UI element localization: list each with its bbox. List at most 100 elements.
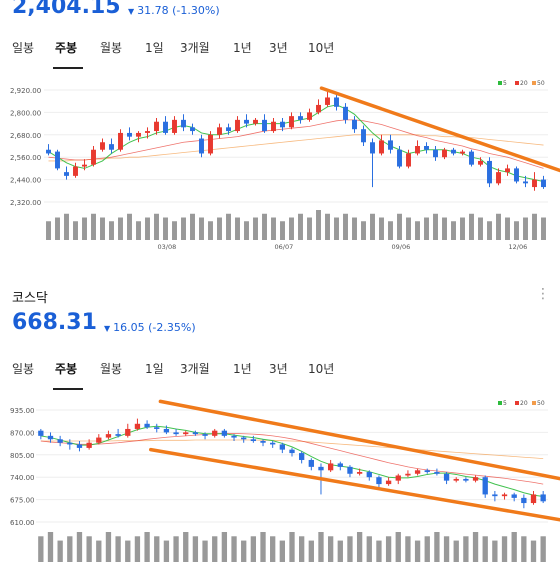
tab-weekly[interactable]: 주봉	[55, 359, 77, 385]
more-vertical-icon[interactable]: ⋮	[536, 286, 550, 302]
tab-1year[interactable]: 1년	[233, 38, 252, 64]
tab-1day[interactable]: 1일	[145, 359, 164, 385]
candle-body	[473, 477, 478, 480]
volume-bar	[367, 536, 372, 562]
volume-bar	[106, 532, 111, 562]
candle-body	[115, 434, 120, 436]
candle-body	[478, 161, 483, 165]
candle-body	[496, 172, 501, 183]
candle-body	[388, 140, 393, 149]
candle-body	[442, 150, 447, 157]
candle-body	[425, 470, 430, 472]
legend-swatch	[532, 401, 536, 405]
tab-3years[interactable]: 3년	[269, 359, 288, 385]
volume-bar	[334, 218, 339, 241]
candle-body	[352, 120, 357, 129]
tab-10years[interactable]: 10년	[308, 38, 334, 64]
volume-bar	[208, 221, 213, 240]
volume-bar	[473, 532, 478, 562]
volume-bar	[424, 218, 429, 241]
candle-body	[212, 431, 217, 436]
index-price: 668.31	[12, 310, 97, 335]
candle-body	[96, 438, 101, 443]
volume-bar	[388, 221, 393, 240]
volume-bar	[463, 536, 468, 562]
active-tab-underline	[53, 388, 83, 390]
change-value: 31.78 (-1.30%)	[137, 4, 219, 17]
candle-body	[451, 150, 456, 154]
candle-body	[361, 129, 366, 142]
candle-body	[434, 472, 439, 474]
tab-monthly[interactable]: 월봉	[100, 359, 122, 385]
index-change: ▼16.05 (-2.35%)	[104, 321, 196, 334]
candle-body	[541, 494, 546, 501]
volume-bar	[217, 218, 222, 241]
candle-body	[77, 444, 82, 447]
kospi-weekly-chart: 2,920.002,800.002,680.002,560.002,440.00…	[0, 78, 560, 268]
candle-body	[57, 439, 62, 442]
candle-body	[405, 474, 410, 476]
volume-bar	[244, 221, 249, 240]
volume-bar	[338, 541, 343, 562]
candle-body	[541, 180, 546, 187]
candle-body	[376, 477, 381, 484]
volume-bar	[67, 536, 72, 562]
index-price: 2,404.15	[12, 0, 121, 19]
tab-3years[interactable]: 3년	[269, 38, 288, 64]
active-tab-underline	[53, 67, 83, 69]
volume-bar	[46, 221, 51, 240]
legend-label-50: 50	[537, 80, 545, 87]
candle-body	[271, 122, 276, 131]
volume-bar	[183, 532, 188, 562]
tab-10years[interactable]: 10년	[308, 359, 334, 385]
volume-bar	[505, 218, 510, 241]
candle-body	[396, 475, 401, 480]
index-change: ▼31.78 (-1.30%)	[128, 4, 220, 17]
tab-3months[interactable]: 3개월	[180, 38, 210, 64]
candle-body	[370, 142, 375, 153]
candle-body	[48, 436, 53, 439]
candle-body	[492, 494, 497, 496]
candle-body	[512, 494, 517, 497]
candle-body	[172, 120, 177, 133]
legend-label-50: 50	[537, 400, 545, 407]
candle-body	[415, 470, 420, 473]
candle-body	[460, 152, 465, 154]
tab-1year[interactable]: 1년	[233, 359, 252, 385]
candle-body	[106, 434, 111, 437]
tab-weekly[interactable]: 주봉	[55, 38, 77, 64]
candle-body	[338, 463, 343, 466]
candle-body	[64, 172, 69, 176]
tab-daily[interactable]: 일봉	[12, 359, 34, 385]
candle-body	[100, 142, 105, 149]
candle-body	[217, 127, 222, 134]
volume-bar	[127, 214, 132, 240]
candle-body	[415, 146, 420, 153]
candle-body	[307, 112, 312, 119]
volume-bar	[512, 532, 517, 562]
index-panel-1: 2,404.15 ▼31.78 (-1.30%) 일봉 주봉 월봉 1일 3개월…	[0, 0, 560, 272]
candle-body	[91, 150, 96, 165]
volume-bar	[454, 541, 459, 562]
volume-bar	[136, 221, 141, 240]
candle-body	[82, 165, 87, 167]
volume-bar	[86, 536, 91, 562]
candle-body	[208, 135, 213, 154]
y-tick-label: 610.00	[10, 519, 35, 527]
tab-daily[interactable]: 일봉	[12, 38, 34, 64]
candle-body	[202, 434, 207, 436]
tab-3months[interactable]: 3개월	[180, 359, 210, 385]
volume-bar	[309, 541, 314, 562]
volume-bar	[376, 541, 381, 562]
x-tick-label: 09/06	[392, 243, 411, 251]
volume-bar	[318, 532, 323, 562]
volume-bar	[531, 541, 536, 562]
tab-monthly[interactable]: 월봉	[100, 38, 122, 64]
tab-1day[interactable]: 1일	[145, 38, 164, 64]
volume-bar	[173, 536, 178, 562]
candle-body	[463, 479, 468, 481]
candle-body	[193, 432, 198, 434]
volume-bar	[386, 536, 391, 562]
volume-bar	[73, 221, 78, 240]
candle-body	[397, 150, 402, 167]
